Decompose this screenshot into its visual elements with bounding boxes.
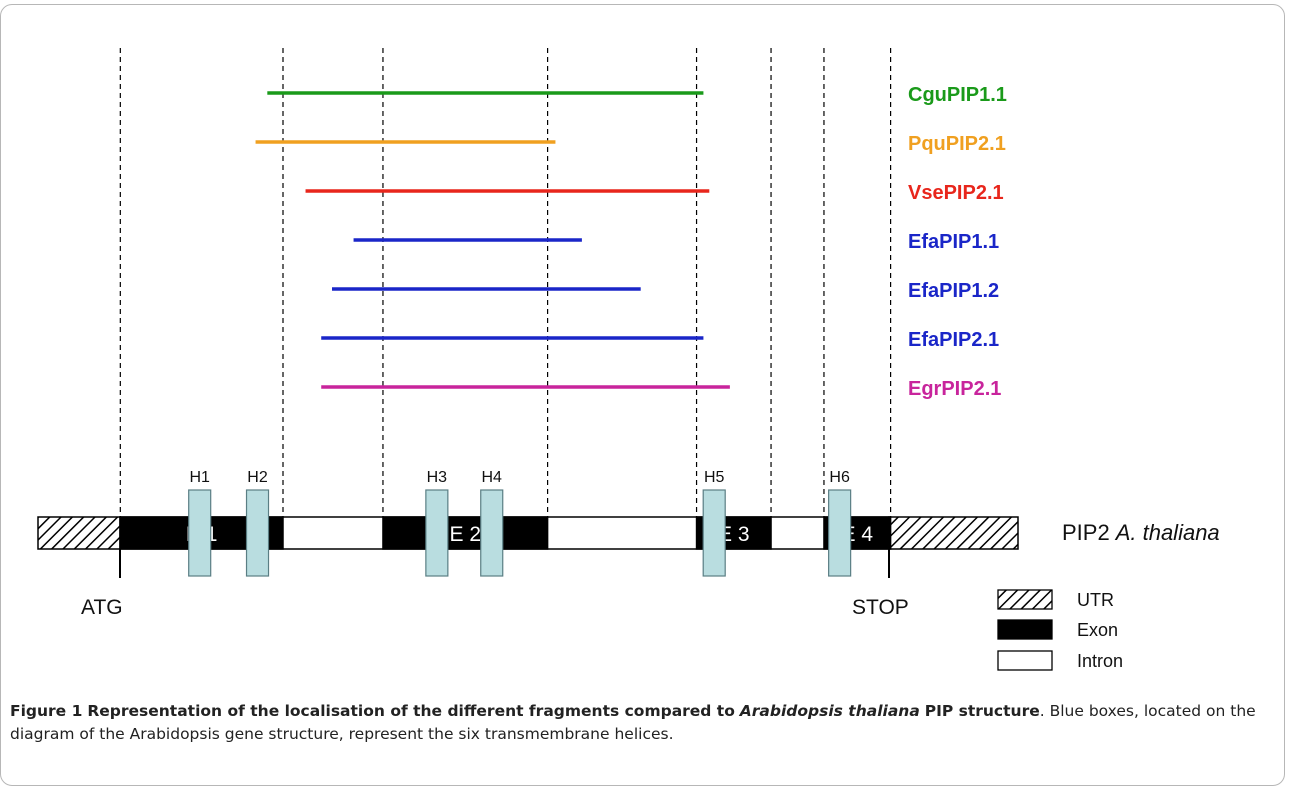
- legend-intron-swatch: [997, 650, 1053, 671]
- caption-title-part2: PIP structure: [924, 702, 1040, 720]
- fragment-label-efapip2.1: EfaPIP2.1: [908, 329, 999, 351]
- caption-body: . Blue boxes, located on the diagram of …: [10, 702, 1256, 743]
- legend-exon-swatch: [997, 619, 1053, 640]
- fragment-label-cgupip1.1: CguPIP1.1: [908, 84, 1007, 106]
- gene-structure-diagram: CguPIP1.1 PquPIP2.1 VsePIP2.1 EfaPIP1.1 EfaP…: [37, 48, 1220, 671]
- helix-label-2: H2: [247, 469, 268, 486]
- helix-label-4: H4: [482, 469, 503, 486]
- caption-title-part1: Representation of the localisation of th…: [87, 702, 735, 720]
- helix-label-5: H5: [704, 469, 725, 486]
- fragment-lines: [255, 91, 730, 389]
- helix-box-3: [425, 489, 449, 577]
- exon-3-label: E 3: [718, 523, 750, 546]
- fragment-label-pqupip2.1: PquPIP2.1: [908, 133, 1006, 155]
- helix-box-6: [828, 489, 852, 577]
- fragment-label-efapip1.2: EfaPIP1.2: [908, 280, 999, 302]
- caption-title-italic: Arabidopsis thaliana: [739, 702, 920, 720]
- legend-intron-label: Intron: [1077, 651, 1123, 671]
- stop-label: STOP: [852, 596, 909, 619]
- fragment-label-egrpip2.1: EgrPIP2.1: [908, 378, 1001, 400]
- legend-exon-label: Exon: [1077, 620, 1118, 640]
- dashed-guides: [119, 48, 892, 517]
- fragment-labels: CguPIP1.1 PquPIP2.1 VsePIP2.1 EfaPIP1.1 EfaP…: [908, 84, 1007, 400]
- fragment-label-efapip1.1: EfaPIP1.1: [908, 231, 999, 253]
- gene-label-prefix: PIP2: [1062, 520, 1110, 545]
- helix-label-6: H6: [829, 469, 850, 486]
- utr-3prime: [888, 516, 1019, 550]
- helix-box-2: [245, 489, 270, 577]
- legend-utr-label: UTR: [1077, 590, 1114, 610]
- legend-utr-swatch: [997, 589, 1053, 610]
- legend: UTR Exon Intron: [997, 589, 1123, 671]
- figure-frame: [0, 4, 1285, 786]
- figure-caption: Figure 1 Representation of the localisat…: [10, 700, 1270, 746]
- atg-label: ATG: [81, 596, 123, 619]
- helix-label-3: H3: [427, 469, 448, 486]
- fragment-label-vsepip2.1: VsePIP2.1: [908, 182, 1004, 204]
- helix-box-5: [702, 489, 726, 577]
- helix-box-1: [188, 489, 212, 577]
- exon-2: [382, 516, 549, 550]
- caption-figure-label: Figure 1: [10, 702, 83, 720]
- helices: H1 H2 H3 H4 H5 H6: [188, 469, 852, 577]
- gene-label-species: A. thaliana: [1114, 520, 1220, 545]
- utr-5prime: [37, 516, 121, 550]
- helix-box-4: [480, 489, 504, 577]
- exon-2-label: E 2: [450, 523, 482, 546]
- gene-label: PIP2 A. thaliana: [1062, 520, 1220, 545]
- helix-label-1: H1: [189, 469, 210, 486]
